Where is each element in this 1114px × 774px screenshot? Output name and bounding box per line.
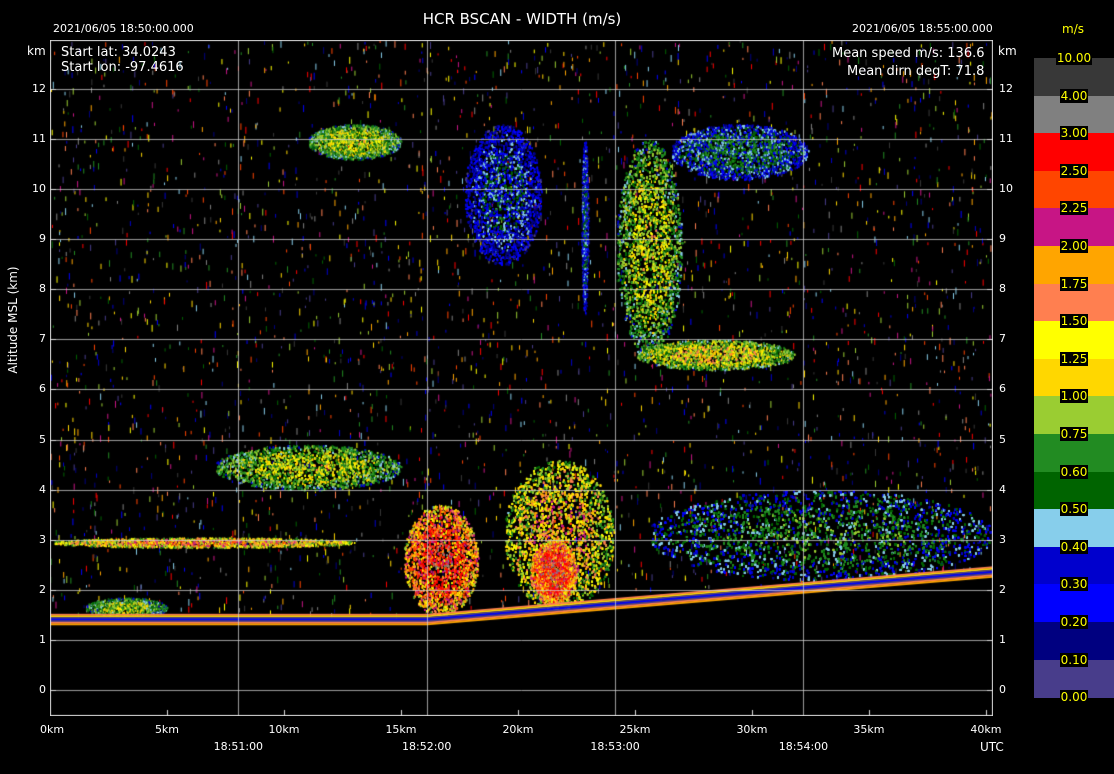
mean-direction: Mean dirn degT: 71.8 xyxy=(847,64,985,79)
y-tick-right: 9 xyxy=(999,232,1006,246)
y-tick-right: 12 xyxy=(999,81,1013,95)
x-tick-distance: 5km xyxy=(154,723,180,736)
bscan-image xyxy=(50,40,993,716)
x-tick-distance: 35km xyxy=(853,723,885,736)
y-tick-right: 6 xyxy=(999,382,1006,396)
y-tick-left: 2 xyxy=(39,582,46,596)
x-tick-time: 18:54:00 xyxy=(778,740,829,753)
colorbar-label: 2.50 xyxy=(1059,163,1089,178)
y-tick-right: 4 xyxy=(999,482,1006,496)
y-tick-right: 8 xyxy=(999,282,1006,296)
y-tick-right: 1 xyxy=(999,632,1006,646)
y-tick-left: 4 xyxy=(39,482,46,496)
y-tick-left: 11 xyxy=(32,131,46,145)
y-tick-left: 5 xyxy=(39,432,46,446)
x-tick-distance: 10km xyxy=(268,723,300,736)
colorbar-label: 4.00 xyxy=(1059,88,1089,103)
colorbar-label: 0.60 xyxy=(1059,464,1089,479)
y-tick-left: 7 xyxy=(39,332,46,346)
x-tick-time: 18:52:00 xyxy=(402,740,452,753)
y-tick-left: 10 xyxy=(32,182,46,195)
y-unit-left: km xyxy=(27,44,46,58)
y-axis-label: Altitude MSL (km) xyxy=(6,266,20,374)
colorbar-label: 2.00 xyxy=(1059,239,1089,253)
y-tick-right: 11 xyxy=(999,131,1013,145)
colorbar-units: m/s xyxy=(1062,22,1084,36)
colorbar-label: 1.25 xyxy=(1059,351,1089,366)
y-tick-left: 1 xyxy=(39,632,46,646)
colorbar-label: 1.50 xyxy=(1059,314,1089,329)
colorbar-label: 2.25 xyxy=(1059,201,1089,216)
y-tick-right: 5 xyxy=(999,432,1006,446)
colorbar-label: 1.00 xyxy=(1059,389,1089,404)
x-tick-distance: 25km xyxy=(619,723,651,736)
colorbar-label: 3.00 xyxy=(1059,126,1089,141)
utc-label: UTC xyxy=(980,740,1004,754)
mean-speed: Mean speed m/s: 136.6 xyxy=(832,46,985,61)
x-tick-distance: 0km xyxy=(40,723,65,736)
colorbar-label: 0.50 xyxy=(1059,502,1089,517)
x-tick-distance: 30km xyxy=(736,723,768,736)
y-tick-left: 6 xyxy=(39,382,46,396)
colorbar-label: 0.30 xyxy=(1059,577,1089,592)
end-time: 2021/06/05 18:55:00.000 xyxy=(852,22,993,35)
y-tick-right: 2 xyxy=(999,582,1006,596)
chart-title: HCR BSCAN - WIDTH (m/s) xyxy=(422,10,622,28)
colorbar-label: 10.00 xyxy=(1055,51,1093,65)
colorbar-label: 0.20 xyxy=(1059,615,1089,629)
colorbar-label: 0.40 xyxy=(1059,539,1089,554)
y-tick-right: 3 xyxy=(999,532,1006,546)
bscan-plot-area[interactable] xyxy=(50,40,993,716)
colorbar-label: 0.00 xyxy=(1059,690,1089,705)
x-tick-distance: 15km xyxy=(385,723,417,736)
start-time: 2021/06/05 18:50:00.000 xyxy=(53,22,194,35)
x-tick-distance: 20km xyxy=(502,723,534,736)
x-tick-distance: 40km xyxy=(970,723,1002,736)
y-tick-left: 9 xyxy=(39,232,46,246)
colorbar-label: 1.75 xyxy=(1059,276,1089,291)
y-tick-right: 10 xyxy=(999,182,1013,195)
y-tick-left: 8 xyxy=(39,282,46,296)
colorbar-label: 0.75 xyxy=(1059,427,1089,441)
y-tick-right: 7 xyxy=(999,332,1006,346)
y-unit-right: km xyxy=(998,44,1017,58)
start-lon: Start lon: -97.4616 xyxy=(61,60,184,75)
x-tick-time: 18:51:00 xyxy=(213,740,264,753)
colorbar-label: 0.10 xyxy=(1059,652,1089,667)
y-tick-left: 12 xyxy=(32,81,46,95)
x-tick-time: 18:53:00 xyxy=(590,740,640,753)
y-tick-right: 0 xyxy=(999,683,1006,696)
y-tick-left: 3 xyxy=(39,532,46,546)
start-lat: Start lat: 34.0243 xyxy=(61,45,176,60)
y-tick-left: 0 xyxy=(39,683,46,696)
